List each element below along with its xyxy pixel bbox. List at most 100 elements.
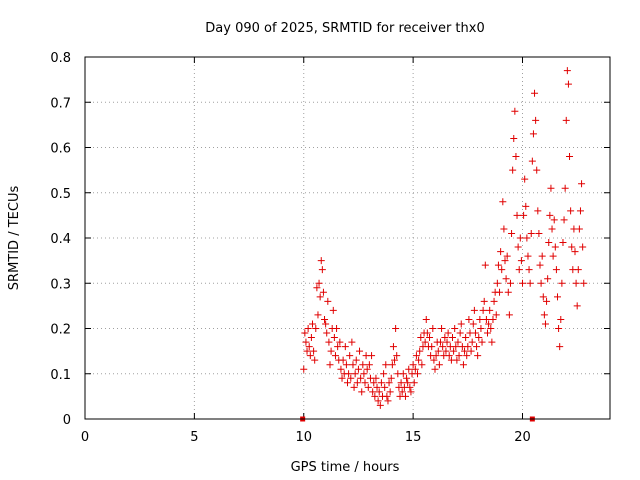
data-point <box>512 153 520 161</box>
data-point <box>315 279 323 287</box>
data-point <box>429 325 437 332</box>
data-point <box>520 211 528 219</box>
data-point <box>485 320 493 328</box>
data-point <box>499 198 507 206</box>
data-point <box>342 361 350 369</box>
data-point <box>504 288 512 296</box>
data-point <box>316 293 324 301</box>
data-point <box>353 379 361 387</box>
data-point <box>382 361 390 369</box>
data-point <box>309 320 316 328</box>
data-point <box>330 334 338 342</box>
data-point <box>385 379 393 387</box>
data-point <box>369 388 377 396</box>
data-point <box>538 252 546 260</box>
data-point <box>418 361 426 369</box>
data-point <box>329 306 337 314</box>
data-point <box>331 352 339 360</box>
data-point <box>307 334 315 342</box>
data-point <box>375 388 383 396</box>
data-point <box>551 243 559 251</box>
plot-frame <box>84 56 611 420</box>
axis-ticks: 0 0.1 0.2 0.3 0.4 0.5 0.6 0.7 0.8 0 5 10 15 20 <box>50 51 610 445</box>
data-point <box>505 311 513 319</box>
data-point <box>541 320 549 328</box>
data-point <box>372 374 380 382</box>
data-point <box>555 325 563 332</box>
data-point <box>351 370 359 378</box>
data-point <box>397 379 405 387</box>
data-point <box>348 338 356 346</box>
data-point <box>459 361 467 369</box>
data-point <box>323 329 331 337</box>
y-tick-label: 0.3 <box>50 277 71 292</box>
data-point <box>456 329 464 337</box>
data-point <box>509 166 517 174</box>
data-point <box>430 356 438 364</box>
data-point <box>300 365 308 373</box>
data-point <box>533 166 541 174</box>
data-point <box>571 248 579 256</box>
data-point <box>508 229 516 237</box>
data-point <box>398 388 406 396</box>
data-point <box>380 370 388 378</box>
data-point <box>305 343 313 351</box>
data-point <box>310 347 318 355</box>
y-tick-label: 0.7 <box>50 96 71 111</box>
data-point <box>423 329 431 337</box>
data-point <box>549 252 557 260</box>
data-point <box>415 356 423 364</box>
data-point <box>562 116 570 124</box>
data-point <box>470 306 478 314</box>
data-point <box>321 315 329 323</box>
data-point <box>524 252 532 260</box>
data-point <box>462 334 470 342</box>
data-point <box>514 243 522 251</box>
data-point <box>464 343 472 351</box>
data-point <box>449 334 456 342</box>
data-point <box>356 347 364 355</box>
data-point <box>546 211 554 219</box>
data-point <box>445 352 453 360</box>
data-point <box>465 315 473 323</box>
data-point <box>511 107 519 115</box>
data-point <box>493 279 501 287</box>
data-point <box>578 180 586 188</box>
data-point <box>515 266 523 274</box>
data-point <box>510 134 518 142</box>
data-point <box>337 365 345 373</box>
data-point <box>350 383 358 391</box>
data-point <box>488 338 496 346</box>
data-point <box>404 379 412 387</box>
data-point <box>548 225 556 233</box>
data-point <box>558 279 566 287</box>
data-point <box>478 338 486 346</box>
chart-title: Day 090 of 2025, SRMTID for receiver thx… <box>205 21 484 36</box>
data-point <box>497 248 505 256</box>
data-point <box>475 334 483 342</box>
data-point <box>317 257 325 265</box>
data-point <box>345 370 353 378</box>
data-point <box>453 356 461 364</box>
data-point <box>431 365 439 373</box>
data-point <box>426 334 434 342</box>
data-point <box>327 347 335 355</box>
data-point <box>352 356 360 364</box>
data-point <box>344 379 351 387</box>
data-point <box>386 388 394 396</box>
data-point <box>454 338 462 346</box>
data-point <box>442 347 450 355</box>
data-point <box>523 234 531 242</box>
data-point <box>517 257 525 265</box>
data-point <box>357 374 365 382</box>
data-point <box>374 397 382 405</box>
data-point <box>376 401 384 409</box>
data-point <box>304 325 312 332</box>
y-tick-label: 0 <box>63 413 71 428</box>
data-point <box>489 315 497 323</box>
data-point <box>349 361 357 369</box>
y-tick-label: 0.5 <box>50 187 71 202</box>
data-point <box>545 239 553 247</box>
data-point <box>422 315 430 323</box>
data-point <box>471 329 479 337</box>
